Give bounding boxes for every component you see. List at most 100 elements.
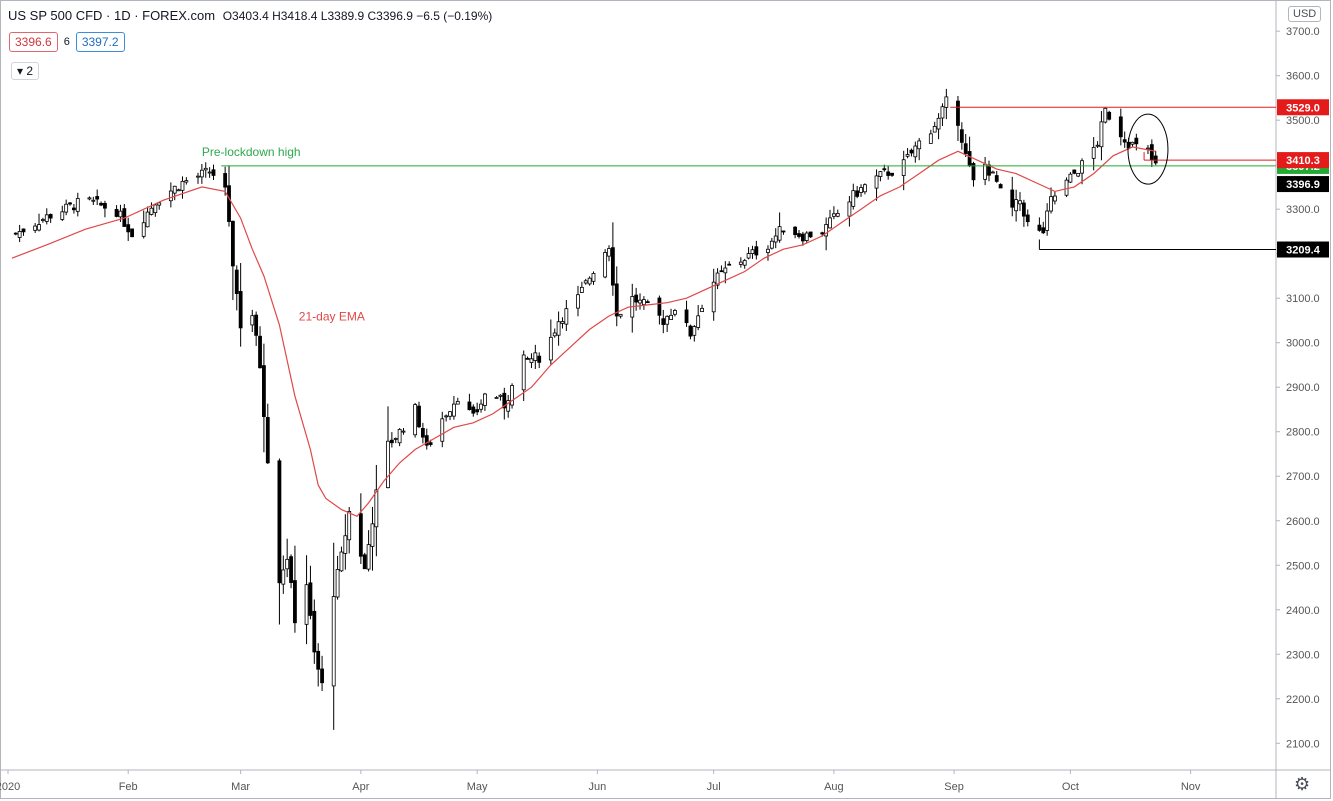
price-label-3529.0	[1277, 99, 1329, 116]
candle-body	[657, 297, 662, 316]
candle-body	[172, 185, 177, 194]
candle-body	[366, 544, 371, 570]
candle-body	[603, 252, 608, 278]
candle-body	[878, 171, 883, 177]
y-tick-label: 3600.0	[1286, 71, 1320, 83]
y-tick-label: 2200.0	[1286, 694, 1320, 706]
bid-price-button[interactable]: 3396.6	[9, 32, 58, 52]
candle-body	[440, 418, 445, 442]
candle-body	[1146, 147, 1150, 150]
ohlc-readout: O3403.4 H3418.4 L3389.9 C3396.9 −6.5 (−0…	[222, 9, 493, 23]
candle-body	[444, 415, 449, 418]
candle-body	[130, 228, 134, 238]
candle-body	[335, 569, 340, 598]
candle-body	[529, 358, 534, 363]
candle-body	[750, 249, 755, 254]
candle-body	[467, 401, 472, 411]
candle-body	[533, 352, 538, 361]
y-tick-label: 2800.0	[1286, 427, 1320, 439]
chart-header: US SP 500 CFD · 1D · FOREX.com O3403.4 H…	[8, 8, 492, 23]
candle-body	[331, 596, 336, 687]
gear-icon[interactable]: ⚙	[1294, 774, 1311, 794]
candle-body	[913, 145, 918, 158]
candle-body	[196, 175, 200, 178]
candle-body	[1068, 173, 1073, 183]
candle-body	[510, 385, 514, 406]
candle-body	[963, 143, 968, 154]
candle-body	[1103, 107, 1108, 123]
candle-body	[223, 173, 228, 188]
candle-body	[723, 267, 728, 274]
candle-body	[389, 439, 394, 444]
candle-body	[207, 171, 212, 174]
candle-body	[265, 417, 270, 464]
x-tick-label: Nov	[1181, 781, 1201, 793]
candle-body	[983, 163, 988, 180]
candle-body	[428, 442, 433, 445]
candle-body	[800, 233, 805, 242]
candle-body	[1037, 224, 1042, 231]
candle-body	[21, 228, 26, 233]
candle-body	[886, 171, 891, 176]
candle-body	[548, 336, 553, 361]
candle-body	[40, 219, 45, 221]
candle-body	[424, 435, 429, 446]
candle-body	[1107, 111, 1112, 120]
ema-21-line	[11, 146, 1156, 518]
candle-body	[525, 357, 530, 360]
candle-body	[576, 294, 580, 309]
chart-annotation: 21-day EMA	[299, 309, 365, 323]
x-tick-label: 2020	[0, 781, 20, 793]
indicators-toggle-button[interactable]: ▾ 2	[11, 62, 40, 80]
y-tick-label: 3300.0	[1286, 204, 1320, 216]
candle-body	[552, 332, 557, 337]
candle-body	[746, 253, 751, 259]
candle-body	[1091, 146, 1096, 159]
candle-body	[1041, 227, 1046, 234]
candle-body	[719, 270, 724, 273]
candle-body	[696, 315, 701, 328]
candle-body	[13, 232, 18, 235]
x-tick-label: Jul	[707, 781, 721, 793]
candle-body	[1153, 155, 1158, 164]
candle-body	[692, 326, 697, 336]
candle-body	[91, 199, 96, 202]
candle-body	[564, 308, 569, 325]
y-tick-label: 2300.0	[1286, 649, 1320, 661]
candle-body	[37, 224, 41, 231]
candle-body	[401, 430, 406, 433]
candle-body	[556, 321, 561, 336]
candle-body	[684, 309, 689, 324]
currency-badge[interactable]: USD	[1288, 6, 1322, 22]
y-tick-label: 2400.0	[1286, 605, 1320, 617]
y-tick-label: 2100.0	[1286, 738, 1320, 750]
candle-body	[583, 280, 588, 284]
candle-body	[618, 313, 623, 317]
candle-body	[230, 220, 235, 267]
candle-body	[157, 202, 162, 206]
ask-price-button[interactable]: 3397.2	[75, 32, 125, 52]
candle-body	[316, 650, 321, 670]
candle-body	[928, 133, 933, 144]
candle-body	[863, 184, 867, 193]
candle-body	[1021, 202, 1026, 217]
y-tick-label: 2500.0	[1286, 560, 1320, 572]
price-label-text: 3209.4	[1286, 245, 1321, 257]
candle-body	[494, 397, 499, 399]
candle-body	[932, 126, 937, 133]
candle-body	[1049, 196, 1053, 212]
candle-body	[471, 406, 476, 414]
x-tick-label: Aug	[824, 781, 844, 793]
candle-body	[72, 207, 76, 211]
spread-value: 6	[63, 36, 70, 48]
candle-body	[956, 100, 960, 126]
candle-body	[1025, 214, 1030, 223]
y-tick-label: 3500.0	[1286, 115, 1320, 127]
price-label-text: 3529.0	[1286, 102, 1320, 114]
x-tick-label: Oct	[1062, 781, 1079, 793]
candle-body	[638, 299, 642, 304]
candle-body	[909, 149, 914, 154]
candle-body	[103, 202, 107, 209]
symbol-title[interactable]: US SP 500 CFD · 1D · FOREX.com	[8, 8, 216, 23]
